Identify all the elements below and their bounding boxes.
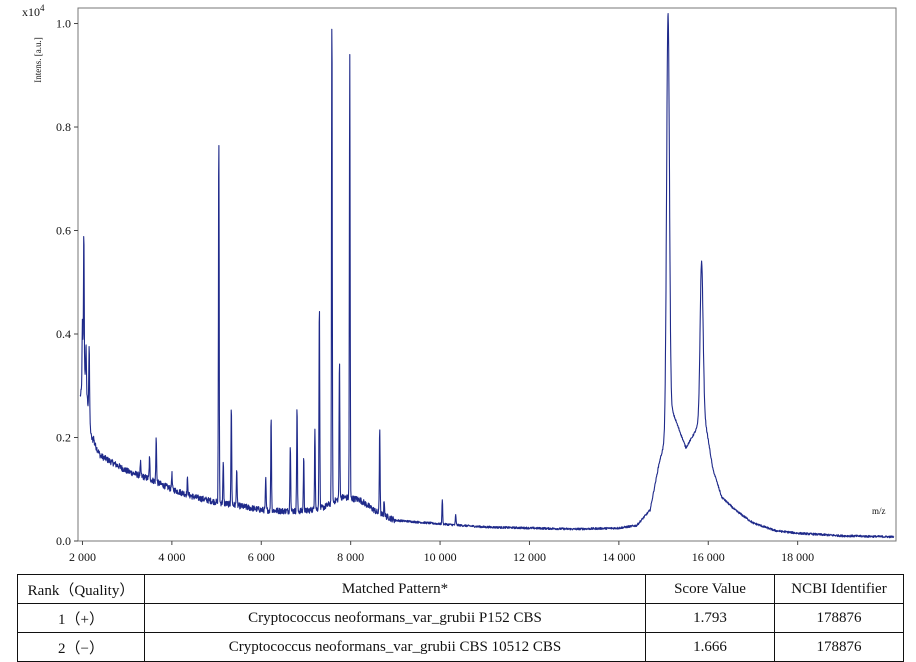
cell-rank: 2（−） bbox=[17, 632, 145, 662]
cell-score-value: 1.666 bbox=[645, 632, 775, 662]
header-ncbi-identifier: NCBI Identifier bbox=[774, 574, 904, 604]
x-axis-ticks: 2 000 4 000 6 000 8 000 10 000 12 000 14 000 16… bbox=[69, 541, 814, 564]
header-rank: Rank（Quality） bbox=[17, 574, 145, 604]
cell-ncbi-identifier: 178876 bbox=[774, 632, 904, 662]
y-multiplier-label: x104 bbox=[22, 3, 45, 19]
cell-rank: 1（+） bbox=[17, 603, 145, 633]
cell-matched-pattern: Cryptococcus neoformans_var_grubii CBS 1… bbox=[144, 632, 646, 662]
table-row: 1（+） Cryptococcus neoformans_var_grubii … bbox=[17, 603, 904, 633]
y-tick-label: 0.2 bbox=[56, 431, 71, 445]
spectrum-series-line bbox=[79, 13, 895, 539]
y-axis-ticks: 0.0 0.2 0.4 0.6 0.8 1.0 bbox=[56, 17, 78, 548]
cell-ncbi-identifier: 178876 bbox=[774, 603, 904, 633]
x-tick-label: 18 000 bbox=[781, 550, 814, 564]
table-row: 2（−） Cryptococcus neoformans_var_grubii … bbox=[17, 632, 904, 662]
y-tick-label: 0.8 bbox=[56, 120, 71, 134]
y-axis-label: Intens. [a.u.] bbox=[33, 37, 43, 82]
cell-score-value: 1.793 bbox=[645, 603, 775, 633]
table-header-row: Rank（Quality） Matched Pattern* Score Val… bbox=[17, 574, 904, 604]
x-tick-label: 16 000 bbox=[692, 550, 725, 564]
mass-spectrum-chart: 2 000 4 000 6 000 8 000 10 000 12 000 14 000 16… bbox=[22, 3, 897, 564]
y-tick-label: 0.6 bbox=[56, 224, 71, 238]
y-tick-label: 0.0 bbox=[56, 534, 71, 548]
x-tick-label: 4 000 bbox=[158, 550, 185, 564]
x-tick-label: 2 000 bbox=[69, 550, 96, 564]
x-tick-label: 12 000 bbox=[513, 550, 546, 564]
x-tick-label: 6 000 bbox=[248, 550, 275, 564]
x-axis-label: m/z bbox=[872, 506, 886, 516]
header-matched-pattern: Matched Pattern* bbox=[144, 574, 646, 604]
cell-matched-pattern: Cryptococcus neoformans_var_grubii P152 … bbox=[144, 603, 646, 633]
y-tick-label: 1.0 bbox=[56, 17, 71, 31]
header-score-value: Score Value bbox=[645, 574, 775, 604]
x-tick-label: 10 000 bbox=[424, 550, 457, 564]
y-tick-label: 0.4 bbox=[56, 327, 71, 341]
identification-results-table: Rank（Quality） Matched Pattern* Score Val… bbox=[17, 574, 904, 662]
x-tick-label: 14 000 bbox=[602, 550, 635, 564]
plot-frame bbox=[77, 7, 897, 542]
x-tick-label: 8 000 bbox=[337, 550, 364, 564]
